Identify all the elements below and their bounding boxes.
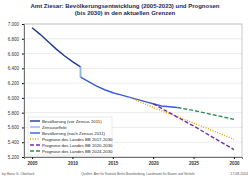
x-tick-mark [194, 157, 195, 159]
grid-line [24, 83, 242, 84]
legend-label: Zensuseffekt [42, 125, 67, 130]
y-tick-label: 6.600 [8, 51, 20, 56]
y-tick-mark [22, 83, 24, 84]
y-tick-label: 6.400 [8, 66, 20, 71]
y-tick-label: 5.200 [8, 155, 20, 160]
y-tick-label: 5.600 [8, 125, 20, 130]
x-axis: 2005 2010 2015 2020 2025 2030 [25, 157, 243, 166]
x-tick: 2010 [68, 157, 79, 166]
series-line [129, 97, 234, 139]
x-tick-mark [32, 157, 33, 159]
legend-label: Prognose des Landes BB 2024-2030 [42, 149, 113, 154]
plot-frame [24, 24, 242, 157]
series-group [32, 28, 234, 150]
y-tick: 6.800 [8, 37, 24, 42]
x-tick-mark [113, 157, 114, 159]
x-tick: 2030 [229, 157, 240, 166]
y-axis: 5.200 5.400 5.600 5.800 6.000 6.200 6.400 6.600… [8, 22, 25, 160]
y-tick-mark [22, 68, 24, 69]
legend-label: Bevölkerung (vor Zensus 2011) [42, 119, 102, 124]
y-tick-label: 7.000 [8, 22, 20, 27]
y-tick: 6.600 [8, 51, 24, 56]
x-tick-mark [234, 157, 235, 159]
y-tick: 6.000 [8, 96, 24, 101]
y-tick: 6.200 [8, 81, 24, 86]
x-tick-mark [72, 157, 73, 159]
y-tick: 5.600 [8, 125, 24, 130]
x-tick-label: 2025 [189, 161, 200, 166]
legend-swatch [30, 120, 40, 121]
y-tick-mark [22, 39, 24, 40]
y-tick: 5.400 [8, 140, 24, 145]
chart: Amt Ziesar: Bevölkerungsentwicklung (200… [0, 0, 250, 177]
title-line: Amt Ziesar: Bevölkerungsentwicklung (200… [30, 3, 219, 9]
legend-swatch [30, 138, 40, 139]
y-tick-label: 6.200 [8, 81, 20, 86]
y-tick: 5.800 [8, 111, 24, 116]
y-tick-mark [22, 142, 24, 143]
x-tick: 2020 [149, 157, 160, 166]
date: 17.08.2024 [230, 172, 248, 176]
grid [24, 24, 242, 157]
legend-swatch [30, 144, 40, 145]
x-tick-label: 2015 [108, 161, 119, 166]
y-tick-label: 5.400 [8, 140, 20, 145]
y-tick: 5.200 [8, 155, 24, 160]
y-tick: 7.000 [8, 22, 24, 27]
grid-line [24, 38, 242, 39]
grid-line [24, 112, 242, 113]
series-line [153, 104, 234, 150]
x-tick-label: 2005 [28, 161, 39, 166]
grid-line [24, 53, 242, 54]
series-line [177, 107, 234, 119]
legend-swatch [30, 150, 40, 151]
y-tick-label: 5.800 [8, 111, 20, 116]
legend-label: Prognose des Landes BB 2020-2030 [42, 143, 113, 148]
x-tick: 2005 [28, 157, 39, 166]
series-line [80, 67, 82, 77]
y-tick-mark [22, 157, 24, 158]
y-tick-mark [22, 54, 24, 55]
plot: 5.200 5.400 5.600 5.800 6.000 6.200 6.400 6.600… [8, 22, 243, 166]
legend-swatch [30, 132, 40, 133]
title: Amt Ziesar: Bevölkerungsentwicklung (200… [30, 3, 219, 16]
legend-label: Bevölkerung (nach Zensus 2011) [42, 131, 106, 136]
legend: Bevölkerung (vor Zensus 2011)Zensuseffek… [28, 117, 113, 155]
title-line: (bis 2030) in den aktuellen Grenzen [75, 10, 176, 16]
y-tick-mark [22, 113, 24, 114]
author: by Hans G. Oberlack [2, 172, 35, 176]
x-tick-mark [153, 157, 154, 159]
y-tick-label: 6.800 [8, 37, 20, 42]
legend-label: Prognose des Landes BB 2017-2030 [42, 137, 113, 142]
y-tick-mark [22, 98, 24, 99]
source: Quellen: Amt für Statistik Berlin-Brande… [81, 172, 196, 176]
legend-swatch [30, 126, 40, 127]
x-tick-label: 2030 [229, 161, 240, 166]
series-line [32, 28, 80, 67]
x-tick-label: 2020 [149, 161, 160, 166]
y-tick-mark [22, 127, 24, 128]
x-axis-line [25, 158, 243, 160]
grid-line [24, 68, 242, 69]
x-tick: 2025 [189, 157, 200, 166]
x-tick-label: 2010 [68, 161, 79, 166]
y-tick-mark [22, 24, 24, 25]
y-tick: 6.400 [8, 66, 24, 71]
y-tick-label: 6.000 [8, 96, 20, 101]
series-line [81, 77, 178, 107]
x-tick: 2015 [108, 157, 119, 166]
